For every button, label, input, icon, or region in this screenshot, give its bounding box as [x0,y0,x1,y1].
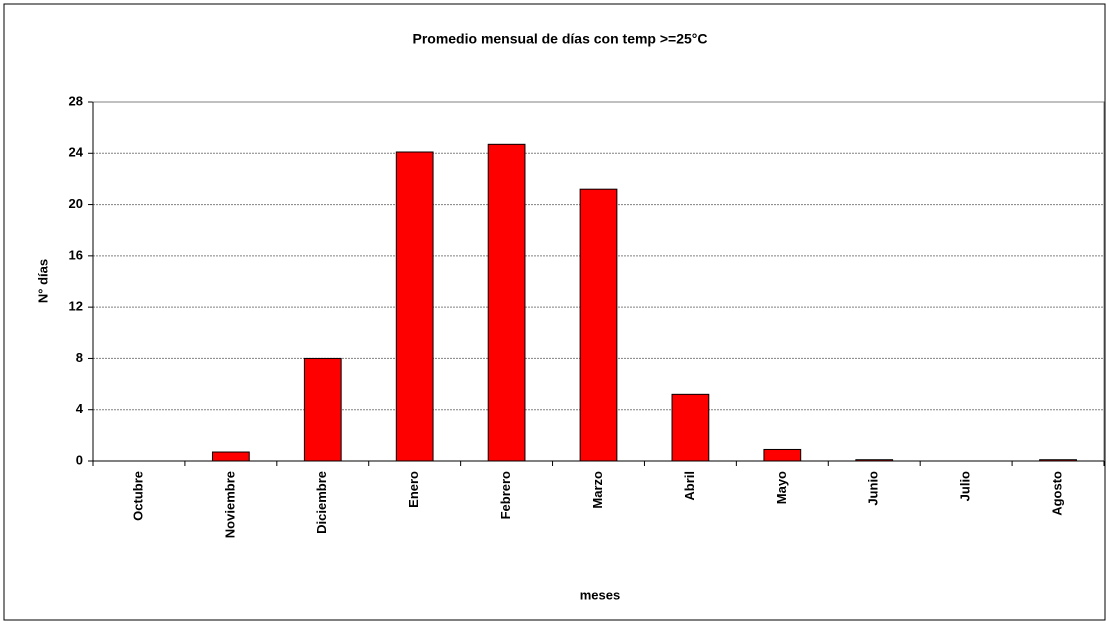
bar [211,451,250,462]
bar [303,357,342,462]
bar [763,448,802,462]
y-tick-label: 8 [76,350,83,365]
x-tick-label: Mayo [774,471,789,504]
chart-frame [3,3,1106,621]
y-tick-label: 4 [76,401,84,416]
x-tick-label: Noviembre [222,471,237,538]
bar [855,459,894,462]
y-tick-label: 20 [69,196,83,211]
y-axis-title: N° días [35,259,50,303]
y-tick-label: 12 [69,299,83,314]
x-tick-label: Febrero [498,471,513,519]
y-tick-label: 16 [69,247,83,262]
x-tick-label: Julio [958,471,973,501]
x-tick-label: Diciembre [314,471,329,534]
x-tick-label: Abril [682,471,697,501]
bar [579,188,618,462]
bar [671,393,710,462]
y-tick-label: 24 [69,145,84,160]
x-tick-label: Octubre [130,471,145,521]
y-tick-label: 28 [69,93,83,108]
bar [1039,459,1077,462]
x-tick-label: Enero [406,471,421,508]
x-tick-label: Marzo [590,471,605,509]
bar [487,143,526,462]
x-tick-label: Junio [866,471,881,506]
x-tick-label: Agosto [1049,471,1064,516]
bar [395,151,434,462]
chart-title: Promedio mensual de días con temp >=25°C [412,31,707,47]
y-tick-label: 0 [76,452,83,467]
x-axis-title: meses [580,587,620,602]
